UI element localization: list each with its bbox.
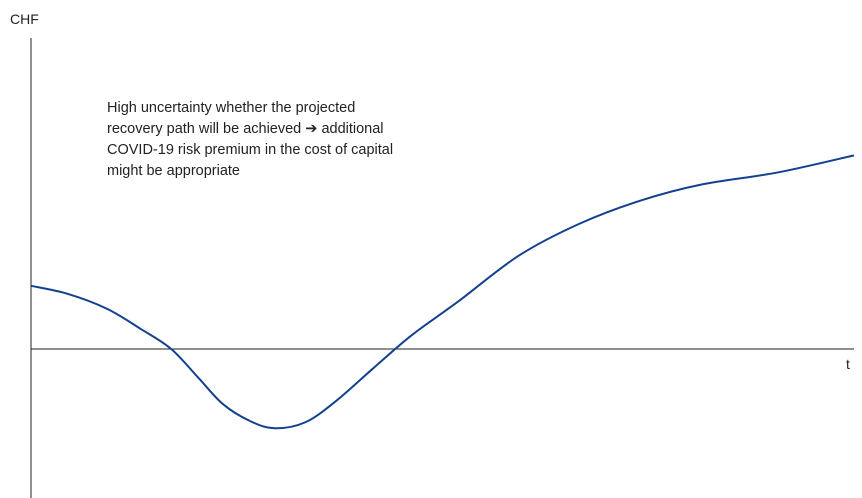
- axes: [30, 38, 854, 498]
- x-axis-label: t: [846, 356, 850, 372]
- series-layer: [30, 154, 855, 430]
- y-axis-label: CHF: [10, 11, 39, 27]
- chart-annotation: High uncertainty whether the projected r…: [107, 100, 394, 179]
- series-line-0: [30, 154, 855, 430]
